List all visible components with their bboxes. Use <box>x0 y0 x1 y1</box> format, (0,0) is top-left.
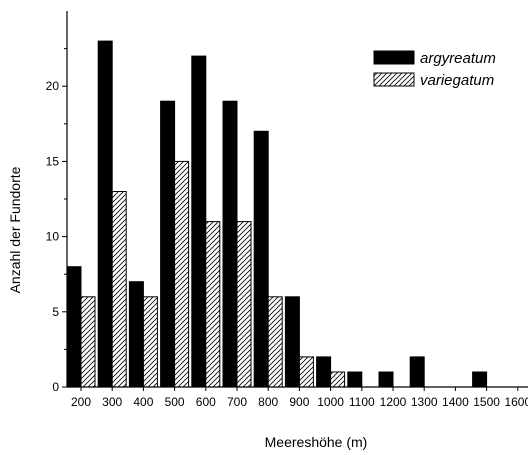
bar-argyreatum-1500 <box>472 371 488 388</box>
bar-argyreatum-200 <box>66 266 82 388</box>
y-tick-label-15: 15 <box>46 154 60 168</box>
bar-variegatum-200 <box>80 296 96 388</box>
bar-variegatum-300 <box>111 191 127 388</box>
bar-argyreatum-1200 <box>378 371 394 388</box>
bar-argyreatum-1300 <box>409 356 425 388</box>
legend-swatch-variegatum <box>373 72 415 87</box>
y-tick-label-20: 20 <box>46 79 60 93</box>
x-tick-label-300: 300 <box>102 395 122 409</box>
bar-variegatum-700 <box>236 221 252 388</box>
x-tick-label-1600: 1600 <box>504 395 528 409</box>
x-tick-label-1500: 1500 <box>473 395 500 409</box>
plot-area: 200 300 400 500 600 700 800 900 1000 1100 1200 1300… <box>46 11 528 409</box>
x-tick-label-1400: 1400 <box>442 395 469 409</box>
y-tick-label-10: 10 <box>46 230 60 244</box>
x-tick-label-1200: 1200 <box>380 395 407 409</box>
legend-label-variegatum: variegatum <box>420 72 494 89</box>
bar-argyreatum-500 <box>160 100 176 388</box>
bar-variegatum-900 <box>298 356 314 388</box>
bar-variegatum-600 <box>205 221 221 388</box>
x-tick-label-400: 400 <box>133 395 153 409</box>
y-tick-label-0: 0 <box>52 380 59 394</box>
y-axis-label: Anzahl der Fundorte <box>7 166 23 293</box>
bar-variegatum-800 <box>267 296 283 388</box>
x-tick-label-1100: 1100 <box>349 395 375 409</box>
bar-variegatum-400 <box>142 296 158 388</box>
bar-variegatum-1000 <box>330 371 346 388</box>
y-tick-label-5: 5 <box>52 305 59 319</box>
x-tick-label-1000: 1000 <box>317 395 344 409</box>
bar-variegatum-500 <box>174 160 190 388</box>
bar-argyreatum-400 <box>128 281 144 388</box>
legend: argyreatum variegatum <box>373 50 496 89</box>
x-tick-label-600: 600 <box>196 395 216 409</box>
bar-argyreatum-600 <box>191 55 207 388</box>
x-tick-label-200: 200 <box>71 395 91 409</box>
x-axis-label: Meereshöhe (m) <box>265 434 368 450</box>
bar-argyreatum-700 <box>222 100 238 388</box>
legend-swatch-argyreatum <box>373 50 415 65</box>
x-tick-label-800: 800 <box>258 395 278 409</box>
x-tick-label-900: 900 <box>289 395 309 409</box>
x-tick-label-700: 700 <box>227 395 247 409</box>
x-tick-label-500: 500 <box>165 395 185 409</box>
legend-label-argyreatum: argyreatum <box>420 50 496 67</box>
bar-argyreatum-300 <box>97 40 113 388</box>
bar-argyreatum-900 <box>284 296 300 388</box>
bar-argyreatum-1000 <box>316 356 332 388</box>
bar-argyreatum-800 <box>253 130 269 388</box>
bar-argyreatum-1100 <box>347 371 363 388</box>
x-tick-label-1300: 1300 <box>411 395 438 409</box>
